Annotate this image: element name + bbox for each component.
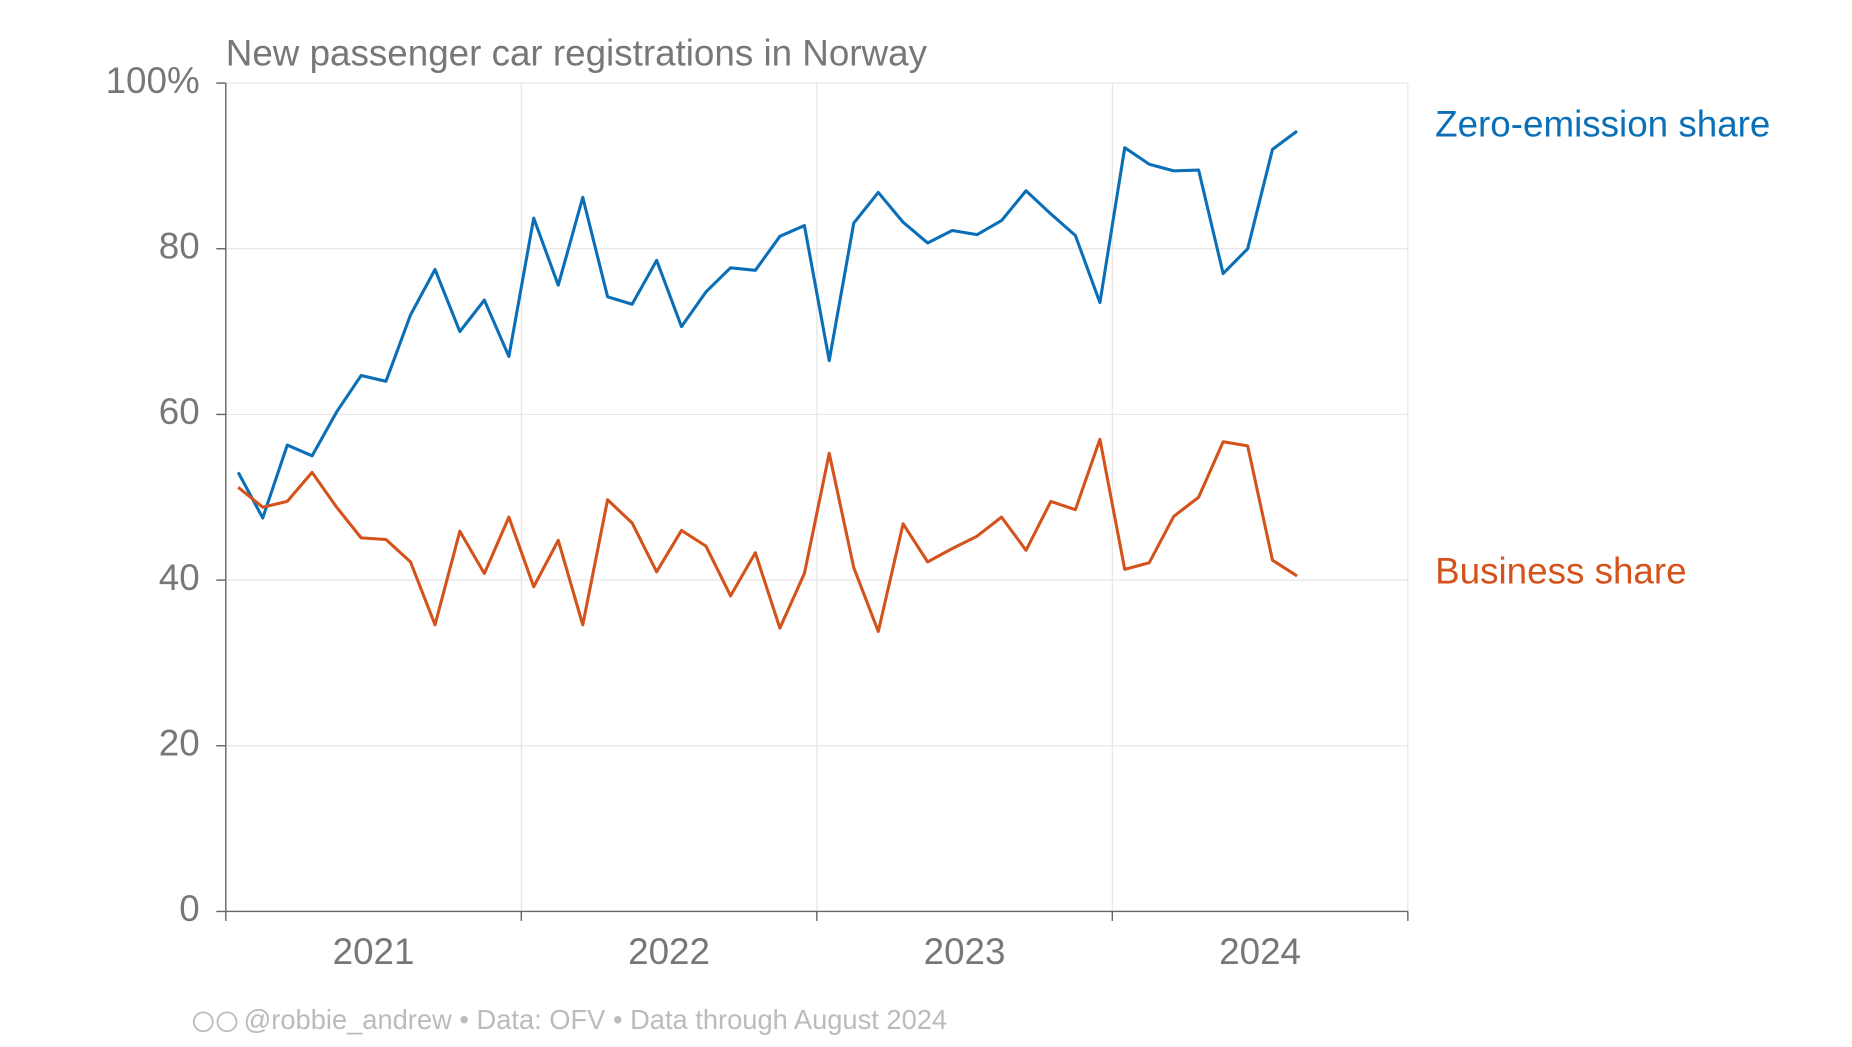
x-tick-label: 2023 — [924, 931, 1006, 972]
footer-text: @robbie_andrew • Data: OFV • Data throug… — [244, 1004, 948, 1035]
by-icon — [216, 1011, 238, 1033]
y-tick-label: 80 — [159, 225, 200, 266]
series-label: Zero-emission share — [1435, 104, 1770, 145]
x-tick-label: 2024 — [1219, 931, 1301, 972]
series-line — [236, 129, 1298, 520]
y-tick-label: 0 — [179, 888, 199, 929]
footer-item: @robbie_andrew — [244, 1004, 452, 1035]
y-tick-label: 60 — [159, 391, 200, 432]
series-label: Business share — [1435, 550, 1686, 591]
cc-icon — [192, 1011, 214, 1033]
x-tick-label: 2022 — [628, 931, 710, 972]
footer-item: Data: OFV — [477, 1004, 607, 1035]
footer-item: Data through August 2024 — [630, 1004, 947, 1035]
x-tick-label: 2021 — [333, 931, 415, 972]
y-tick-label: 100% — [106, 60, 200, 101]
y-tick-label: 40 — [159, 557, 200, 598]
separator: • — [605, 1004, 630, 1035]
y-tick-label: 20 — [159, 722, 200, 763]
series-line — [237, 437, 1298, 634]
chart-title: New passenger car registrations in Norwa… — [226, 32, 928, 73]
footer: @robbie_andrew • Data: OFV • Data throug… — [192, 1004, 948, 1035]
separator: • — [452, 1004, 477, 1035]
